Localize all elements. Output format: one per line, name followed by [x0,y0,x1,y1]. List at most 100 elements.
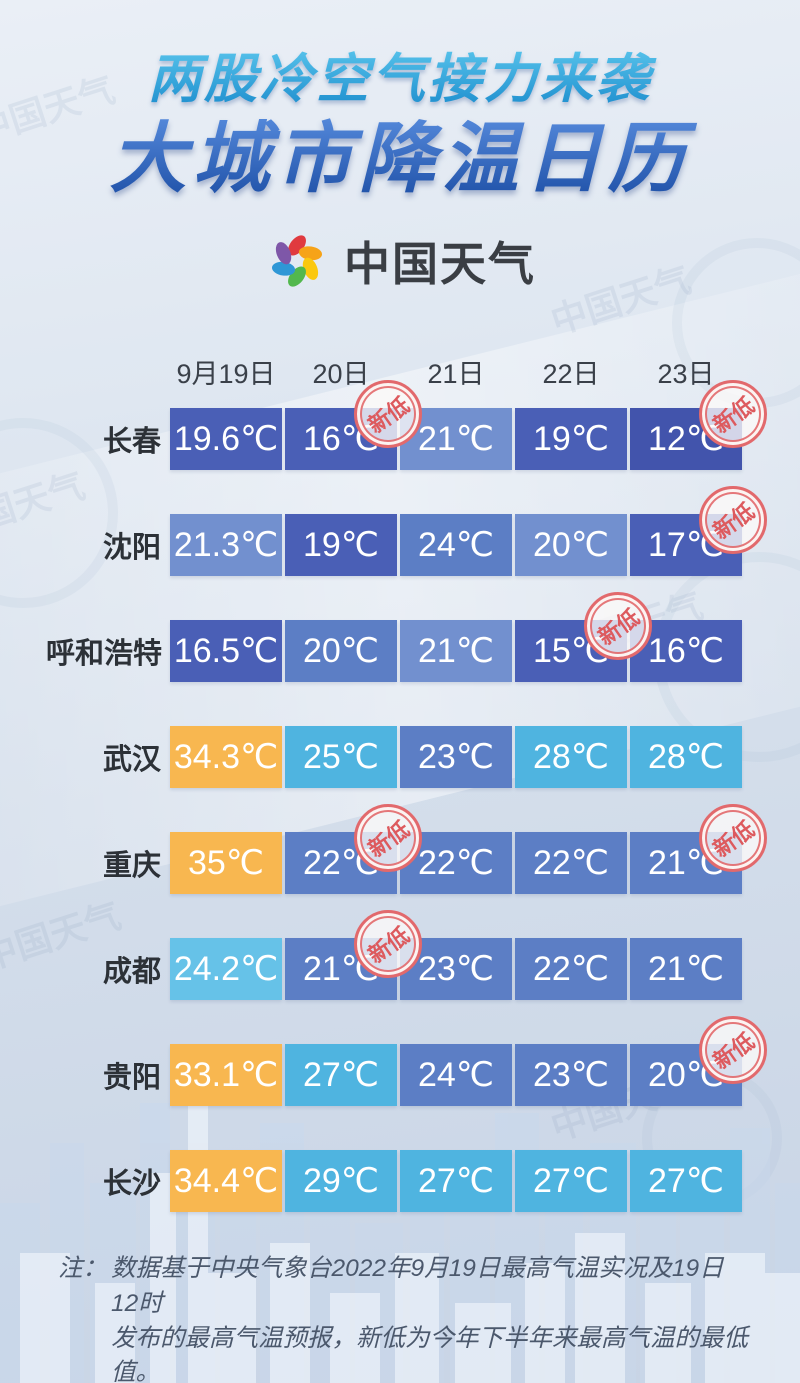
temp-value: 33.1℃ [173,1056,279,1094]
temp-value: 29℃ [302,1162,379,1200]
temp-cell: 21.3℃ [170,514,282,576]
temp-cell: 19℃ [515,408,627,470]
row-cells: 35℃ 22℃ 新低 22℃ 22℃ 21℃ 新低 [170,804,767,894]
temp-value: 27℃ [417,1162,494,1200]
temp-value: 23℃ [417,738,494,776]
city-label: 呼和浩特 [46,638,163,670]
temp-cell: 15℃ 新低 [515,592,652,682]
row-cells: 19.6℃ 16℃ 新低 21℃ 19℃ 12℃ 新低 [170,380,767,470]
city-row: 沈阳 21.3℃ 19℃ 24℃ 20℃ 17℃ 新低 [46,486,767,576]
temp-value: 34.4℃ [173,1162,279,1200]
temp-value: 22℃ [417,844,494,882]
temp-cell: 20℃ [515,514,627,576]
temperature-table: 9月19日 20日 21日 22日 23日 长春 19.6℃ 16℃ 新低 21℃ 19℃ 12℃… [46,352,767,1256]
temp-cell: 24℃ [400,514,512,576]
temp-value: 24℃ [417,526,494,564]
date-label: 22日 [542,359,600,389]
temp-cell: 24.2℃ [170,938,282,1000]
new-low-stamp-text: 新低 [363,922,415,969]
temp-value: 34.3℃ [173,738,279,776]
temp-value: 20℃ [532,526,609,564]
temp-cell: 23℃ [400,726,512,788]
pinwheel-logo-icon [271,235,323,287]
temp-value: 27℃ [532,1162,609,1200]
temp-cell: 16℃ 新低 [285,380,422,470]
temp-value: 27℃ [647,1162,724,1200]
row-cells: 34.3℃ 25℃ 23℃ 28℃ 28℃ [170,726,742,788]
row-cells: 21.3℃ 19℃ 24℃ 20℃ 17℃ 新低 [170,486,767,576]
headline-subtitle: 两股冷空气接力来袭 [0,50,800,111]
row-cells: 24.2℃ 21℃ 新低 23℃ 22℃ 21℃ [170,910,742,1000]
temp-cell: 12℃ 新低 [630,380,767,470]
city-label: 重庆 [102,850,161,882]
temp-cell: 20℃ [285,620,397,682]
temp-value: 28℃ [647,738,724,776]
temp-cell: 25℃ [285,726,397,788]
new-low-stamp-text: 新低 [708,1028,760,1075]
temp-value: 23℃ [417,950,494,988]
temp-value: 16℃ [647,632,724,670]
row-cells: 34.4℃ 29℃ 27℃ 27℃ 27℃ [170,1150,742,1212]
new-low-stamp-text: 新低 [593,604,645,651]
temp-cell: 22℃ [515,832,627,894]
new-low-stamp: 新低 [584,592,652,660]
date-label: 21日 [427,359,485,389]
new-low-stamp-text: 新低 [708,498,760,545]
city-row: 成都 24.2℃ 21℃ 新低 23℃ 22℃ 21℃ [46,910,758,1000]
temp-cell: 22℃ [515,938,627,1000]
footnote-prefix: 注： [58,1255,107,1282]
temp-value: 35℃ [187,844,264,882]
temp-cell: 24℃ [400,1044,512,1106]
new-low-stamp: 新低 [354,804,422,872]
new-low-stamp: 新低 [699,1016,767,1084]
temp-value: 23℃ [532,1056,609,1094]
new-low-stamp-text: 新低 [708,392,760,439]
temp-cell: 28℃ [515,726,627,788]
row-cells: 33.1℃ 27℃ 24℃ 23℃ 20℃ 新低 [170,1016,767,1106]
temp-cell: 16.5℃ [170,620,282,682]
temp-value: 24℃ [417,1056,494,1094]
city-label: 贵阳 [102,1062,161,1094]
temp-value: 22℃ [532,844,609,882]
city-label: 长春 [102,426,161,458]
temp-cell: 21℃ 新低 [285,910,422,1000]
temp-cell: 27℃ [285,1044,397,1106]
temp-cell: 34.3℃ [170,726,282,788]
temp-value: 20℃ [302,632,379,670]
temp-cell: 21℃ [400,620,512,682]
temp-cell: 21℃ [630,938,742,1000]
date-label: 9月19日 [176,359,276,389]
temp-cell: 28℃ [630,726,742,788]
temp-value: 19.6℃ [173,420,279,458]
temp-cell: 19℃ [285,514,397,576]
new-low-stamp: 新低 [699,804,767,872]
temp-value: 27℃ [302,1056,379,1094]
headline-title: 大城市降温日历 [0,117,800,202]
brand-logo: 中国天气 [0,228,800,294]
temp-cell: 33.1℃ [170,1044,282,1106]
brand-logo-text: 中国天气 [344,237,536,290]
footnote-text: 数据基于中央气象台2022年9月19日最高气温实况及19日12时 发布的最高气温… [111,1252,750,1383]
city-label: 长沙 [102,1168,161,1200]
temp-value: 22℃ [532,950,609,988]
temp-cell: 34.4℃ [170,1150,282,1212]
temp-cell: 22℃ 新低 [285,804,422,894]
city-label: 沈阳 [102,532,161,564]
temp-value: 21℃ [417,420,494,458]
temp-cell: 27℃ [630,1150,742,1212]
date-label: 20日 [312,359,370,389]
new-low-stamp: 新低 [354,910,422,978]
temp-value: 21.3℃ [173,526,279,564]
footnote-line: 发布的最高气温预报，新低为今年下半年来最高气温的最低值。 [111,1324,748,1383]
footnote-line: 数据基于中央气象台2022年9月19日最高气温实况及19日12时 [111,1255,724,1317]
city-row: 长春 19.6℃ 16℃ 新低 21℃ 19℃ 12℃ 新低 [46,380,767,470]
temp-cell: 27℃ [515,1150,627,1212]
temp-cell: 29℃ [285,1150,397,1212]
city-row: 武汉 34.3℃ 25℃ 23℃ 28℃ 28℃ [46,726,758,788]
city-row: 呼和浩特 16.5℃ 20℃ 21℃ 15℃ 新低 16℃ [46,592,758,682]
temp-value: 19℃ [302,526,379,564]
temp-value: 21℃ [417,632,494,670]
temp-value: 28℃ [532,738,609,776]
new-low-stamp-text: 新低 [363,392,415,439]
city-row: 长沙 34.4℃ 29℃ 27℃ 27℃ 27℃ [46,1150,758,1212]
